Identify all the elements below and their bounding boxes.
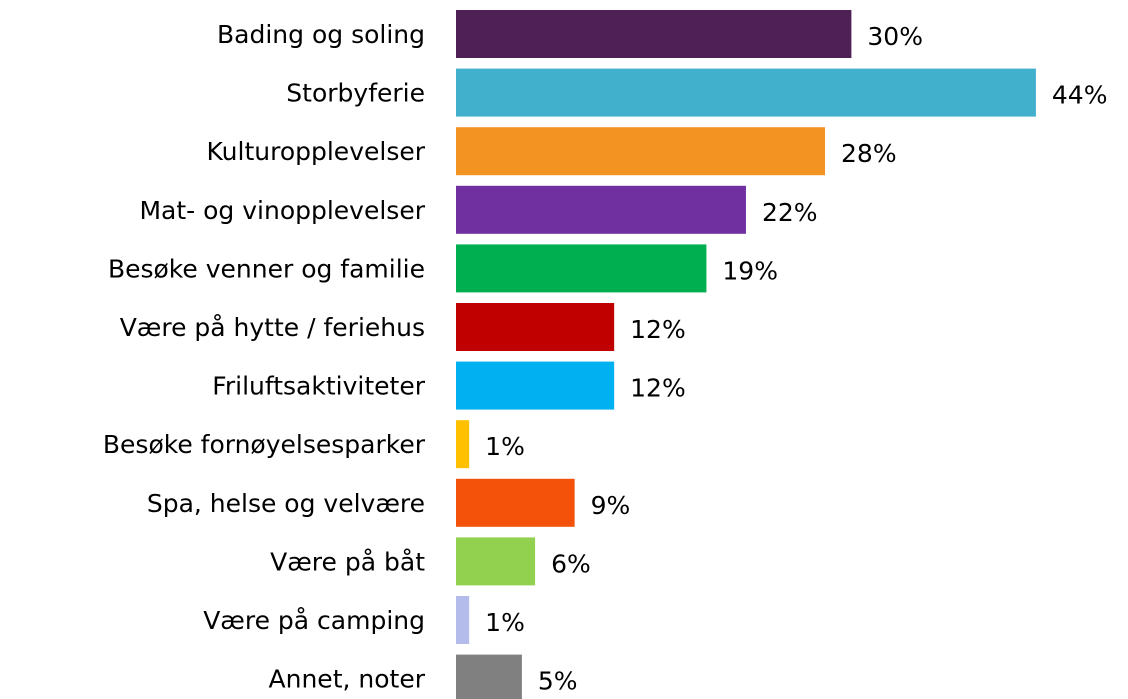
value-label: 6% bbox=[551, 549, 591, 578]
category-label: Friluftsaktiviteter bbox=[212, 372, 425, 401]
bar bbox=[456, 244, 707, 293]
value-label: 44% bbox=[1052, 81, 1108, 110]
bar bbox=[456, 185, 746, 234]
category-label: Besøke venner og familie bbox=[108, 254, 425, 283]
bar bbox=[456, 537, 536, 586]
bar bbox=[456, 478, 575, 527]
bar bbox=[456, 303, 615, 351]
value-label: 9% bbox=[591, 491, 631, 520]
category-label: Bading og soling bbox=[217, 20, 425, 49]
category-label: Spa, helse og velvære bbox=[147, 489, 425, 518]
bar bbox=[456, 420, 470, 469]
bar bbox=[456, 596, 470, 644]
bar bbox=[456, 654, 522, 699]
value-label: 30% bbox=[867, 22, 923, 51]
value-label: 5% bbox=[538, 667, 578, 696]
bar bbox=[456, 127, 826, 176]
value-label: 19% bbox=[722, 256, 778, 285]
value-label: 12% bbox=[630, 315, 686, 344]
category-label: Være på camping bbox=[203, 606, 425, 635]
value-label: 1% bbox=[485, 608, 525, 637]
category-label: Besøke fornøyelsesparker bbox=[103, 430, 426, 459]
category-label: Kulturopplevelser bbox=[207, 137, 426, 166]
category-label: Annet, noter bbox=[269, 665, 426, 694]
category-label: Være på hytte / feriehus bbox=[120, 313, 425, 342]
value-label: 22% bbox=[762, 198, 818, 227]
value-label: 12% bbox=[630, 374, 686, 403]
bar bbox=[456, 361, 615, 410]
category-label: Storbyferie bbox=[286, 79, 425, 108]
category-label: Være på båt bbox=[270, 547, 425, 576]
value-label: 1% bbox=[485, 432, 525, 461]
bar bbox=[456, 10, 852, 58]
value-label: 28% bbox=[841, 139, 897, 168]
category-label: Mat- og vinopplevelser bbox=[139, 196, 425, 225]
bar bbox=[456, 68, 1036, 117]
